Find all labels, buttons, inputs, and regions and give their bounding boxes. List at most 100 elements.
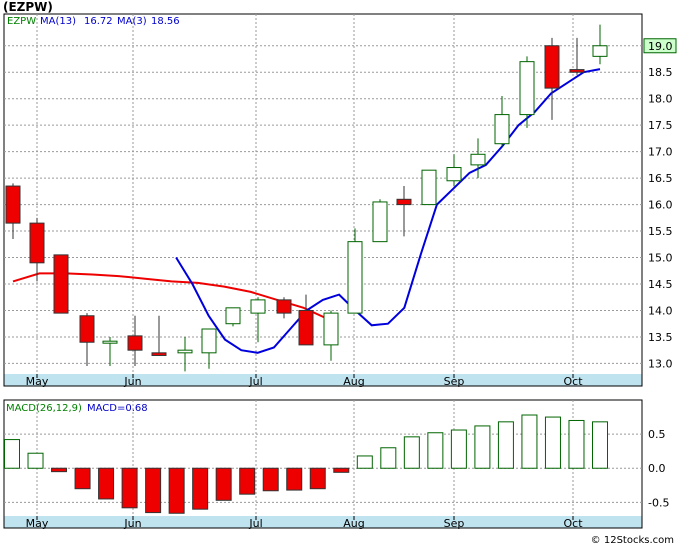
last-price-box	[643, 38, 677, 54]
macd-bar	[333, 467, 350, 473]
price-x-tick-label: Oct	[563, 375, 583, 388]
macd-bar	[521, 414, 538, 469]
price-legend-entry: MA(3)	[117, 16, 147, 27]
candle-body	[544, 45, 560, 89]
candle	[544, 37, 560, 120]
candle	[177, 336, 193, 372]
candle-body	[79, 315, 95, 343]
candle-body	[102, 340, 118, 344]
candle-body	[421, 169, 437, 206]
candle	[592, 24, 608, 65]
candle-body	[446, 167, 462, 182]
candle	[250, 297, 266, 343]
macd-bar	[4, 439, 20, 469]
macd-bar	[239, 467, 256, 495]
macd-legend-entry: MACD=0.68	[87, 403, 148, 414]
macd-bar	[74, 467, 91, 490]
price-panel-frame	[3, 13, 643, 387]
price-y-tick-label: 13.0	[648, 357, 673, 370]
macd-bar	[474, 425, 491, 469]
price-y-tick-label: 17.0	[648, 146, 673, 159]
price-x-tick-label: Jun	[123, 375, 141, 388]
watermark: © 12Stocks.com	[590, 535, 674, 546]
price-y-tick-label: 16.5	[648, 172, 673, 185]
macd-bar	[27, 452, 44, 469]
macd-bar	[286, 467, 303, 491]
candle-body	[372, 201, 388, 243]
macd-x-tick-label: Sep	[444, 517, 465, 530]
macd-legend-entry: MACD(26,12,9)	[6, 403, 82, 414]
macd-x-tick-label: Oct	[563, 517, 583, 530]
candle	[347, 228, 363, 314]
candle-body	[225, 307, 241, 325]
candle	[225, 307, 241, 327]
price-x-tick-label: May	[26, 375, 49, 388]
candle-body	[592, 45, 608, 57]
candle-body	[494, 114, 510, 145]
price-y-tick-label: 16.0	[648, 199, 673, 212]
candle	[5, 183, 21, 239]
macd-bar	[168, 467, 185, 514]
candle-body	[29, 222, 45, 264]
candle	[470, 138, 486, 179]
macd-bar	[403, 436, 420, 469]
candle-body	[177, 349, 193, 354]
candle-body	[470, 153, 486, 166]
macd-x-tick-label: May	[26, 517, 49, 530]
candle	[421, 169, 437, 206]
macd-bar	[192, 467, 209, 510]
price-month-band	[4, 374, 642, 386]
candle-body	[151, 352, 167, 356]
macd-y-tick-label: -0.5	[648, 496, 669, 509]
macd-month-band	[4, 516, 642, 528]
macd-bar	[309, 467, 326, 490]
price-legend-entry: 16.72	[84, 16, 113, 27]
price-legend-entry: 18.56	[151, 16, 180, 27]
candle	[53, 254, 69, 314]
macd-bar	[98, 467, 115, 500]
macd-bar	[427, 432, 444, 469]
candle-body	[250, 299, 266, 314]
candle	[323, 310, 339, 361]
candle-body	[201, 328, 217, 354]
candle-body	[127, 335, 143, 351]
price-y-tick-label: 14.0	[648, 304, 673, 317]
macd-bar	[121, 467, 138, 509]
candle-body	[519, 61, 535, 116]
candle	[494, 96, 510, 147]
candle	[201, 328, 217, 369]
macd-bar	[51, 467, 68, 473]
last-price-label: 19.0	[648, 40, 673, 53]
macd-bar	[497, 421, 514, 469]
ma3-line	[175, 68, 601, 354]
candle	[276, 297, 292, 319]
price-x-tick-label: Jul	[248, 375, 262, 388]
candle-body	[396, 198, 412, 206]
macd-bar	[215, 467, 232, 501]
macd-bar	[380, 447, 397, 469]
price-y-tick-label: 17.5	[648, 119, 673, 132]
page-title: (EZPW)	[3, 0, 53, 14]
macd-bar	[592, 421, 608, 469]
macd-x-tick-label: Aug	[343, 517, 364, 530]
price-y-tick-label: 13.5	[648, 331, 673, 344]
price-y-tick-label: 18.5	[648, 66, 673, 79]
candle-body	[569, 69, 585, 73]
candle-body	[347, 241, 363, 314]
macd-bar	[145, 467, 162, 514]
macd-bar	[544, 416, 561, 469]
candle-body	[5, 185, 21, 224]
price-x-tick-label: Sep	[444, 375, 465, 388]
macd-bar	[568, 419, 585, 469]
candle-body	[323, 312, 339, 346]
macd-x-tick-label: Jun	[123, 517, 141, 530]
candle	[446, 154, 462, 187]
candle	[102, 336, 118, 367]
price-x-tick-label: Aug	[343, 375, 364, 388]
macd-x-tick-label: Jul	[248, 517, 262, 530]
price-y-tick-label: 15.0	[648, 252, 673, 265]
price-legend-entry: EZPW	[7, 16, 36, 27]
candle	[569, 37, 585, 75]
price-y-tick-label: 15.5	[648, 225, 673, 238]
macd-bar	[356, 455, 373, 469]
